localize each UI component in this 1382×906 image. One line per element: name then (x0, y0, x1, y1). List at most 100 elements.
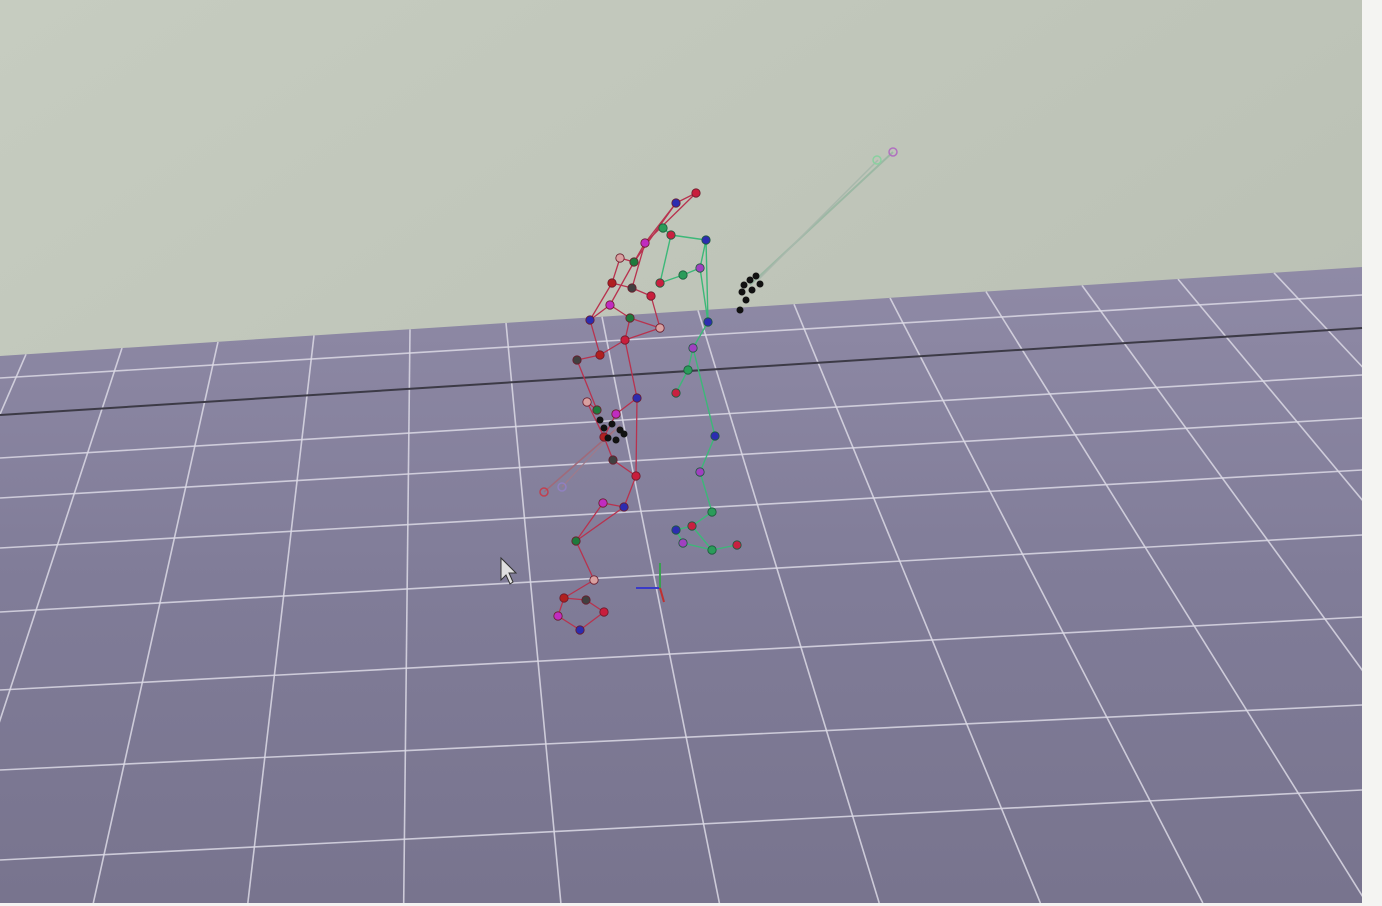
marker (607, 278, 617, 288)
marker (596, 416, 604, 424)
marker (608, 420, 616, 428)
bone (575, 506, 625, 542)
marker (629, 257, 639, 267)
marker (746, 276, 754, 284)
grid-line (0, 789, 1362, 861)
grid-line (1370, 267, 1382, 903)
marker (595, 350, 605, 360)
grid-line (0, 374, 1362, 459)
marker (655, 323, 665, 333)
marker (678, 538, 688, 548)
marker (620, 430, 628, 438)
marker (756, 280, 764, 288)
bone (624, 327, 661, 341)
bone (599, 339, 626, 356)
grid-line (1177, 278, 1362, 903)
bone (589, 282, 613, 321)
bone (609, 261, 635, 306)
bone (691, 525, 713, 551)
bone (633, 202, 677, 263)
marker (658, 223, 668, 233)
grid-line (402, 329, 411, 903)
marker (710, 431, 720, 441)
marker (553, 611, 563, 621)
bone (561, 424, 621, 488)
marker (752, 272, 760, 280)
marker (691, 188, 701, 198)
marker (748, 286, 756, 294)
grid-line (247, 335, 315, 903)
marker (632, 393, 642, 403)
axis-z (659, 587, 665, 603)
marker (604, 434, 612, 442)
marker (620, 335, 630, 345)
marker (707, 507, 717, 517)
bone (692, 347, 716, 437)
bone (699, 267, 709, 323)
bone (589, 319, 601, 356)
marker (572, 355, 582, 365)
marker (589, 575, 599, 585)
marker (599, 607, 609, 617)
marker (695, 467, 705, 477)
marker (640, 238, 650, 248)
grid-line (793, 303, 1042, 903)
grid-line (0, 616, 1362, 691)
origin-gizmo (636, 563, 665, 603)
marker (557, 482, 567, 492)
floor-plane (0, 267, 1362, 903)
grid-line (697, 310, 880, 903)
bone (563, 579, 595, 599)
grid-line (92, 341, 219, 903)
marker (736, 306, 744, 314)
skeleton (539, 147, 898, 635)
mouse-cursor (500, 556, 518, 585)
grid-line (0, 704, 1362, 771)
bone (699, 239, 707, 269)
grid-line (0, 347, 123, 903)
marker (615, 253, 625, 263)
marker (678, 270, 688, 280)
marker (732, 540, 742, 550)
bone (659, 234, 672, 284)
bone (670, 234, 707, 241)
marker (703, 317, 713, 327)
grid-line (889, 297, 1204, 903)
grid-line (0, 469, 1362, 549)
grid-line (0, 417, 1362, 499)
marker (738, 288, 746, 296)
bone (624, 339, 638, 399)
bone (692, 321, 709, 349)
bone (705, 239, 709, 323)
grid-line (0, 534, 1362, 613)
marker (666, 230, 676, 240)
marker (592, 405, 602, 415)
bone (699, 435, 716, 473)
bone (682, 542, 713, 551)
marker (611, 409, 621, 419)
marker (742, 296, 750, 304)
bone (635, 397, 638, 477)
grid-line (0, 294, 1362, 379)
marker (707, 545, 717, 555)
bone (629, 317, 661, 329)
marker (625, 313, 635, 323)
marker (701, 235, 711, 245)
bone (575, 502, 604, 542)
marker (687, 521, 697, 531)
bone (579, 611, 605, 631)
marker (582, 397, 592, 407)
bone (699, 471, 713, 513)
marker (619, 502, 629, 512)
floor-grid (0, 267, 1382, 903)
marker (695, 263, 705, 273)
marker (627, 283, 637, 293)
marker (631, 471, 641, 481)
marker (872, 155, 882, 165)
marker (671, 525, 681, 535)
horizon-axis (0, 327, 1363, 416)
marker (581, 595, 591, 605)
marker (605, 300, 615, 310)
marker (646, 291, 656, 301)
